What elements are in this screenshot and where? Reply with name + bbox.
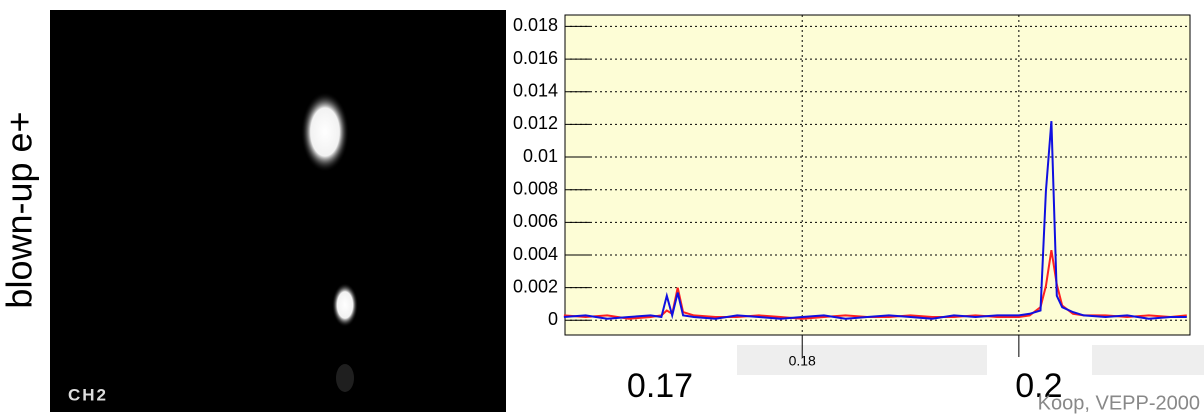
scene: blown-up e+ CH2 0 0.002 0.004 0.006 0.008 0.0… [0, 0, 1204, 419]
annotation: 0.17 [627, 367, 693, 405]
beam-spot [336, 364, 354, 392]
beam-spot [301, 92, 349, 172]
y-tick-label: 0.012 [513, 113, 558, 133]
y-tick-label: 0.01 [523, 146, 558, 166]
y-tick-label: 0.018 [513, 15, 558, 35]
beam-spot [332, 283, 358, 327]
y-tick-label: 0.008 [513, 178, 558, 198]
y-tick-label: 0.016 [513, 48, 558, 68]
credit: Koop, VEPP-2000 [1038, 392, 1200, 414]
y-tick-label: 0.004 [513, 244, 558, 264]
y-tick-label: 0.014 [513, 80, 558, 100]
axis-strip [737, 345, 987, 375]
plot-area [565, 15, 1190, 335]
side-label: blown-up e+ [0, 111, 40, 308]
image-label: CH2 [68, 385, 108, 404]
y-tick-label: 0.002 [513, 276, 558, 296]
y-tick-label: 0 [548, 309, 558, 329]
axis-strip [1092, 345, 1204, 375]
x-tick-label: 0.18 [789, 353, 816, 369]
y-tick-label: 0.006 [513, 211, 558, 231]
camera-image [50, 10, 506, 412]
